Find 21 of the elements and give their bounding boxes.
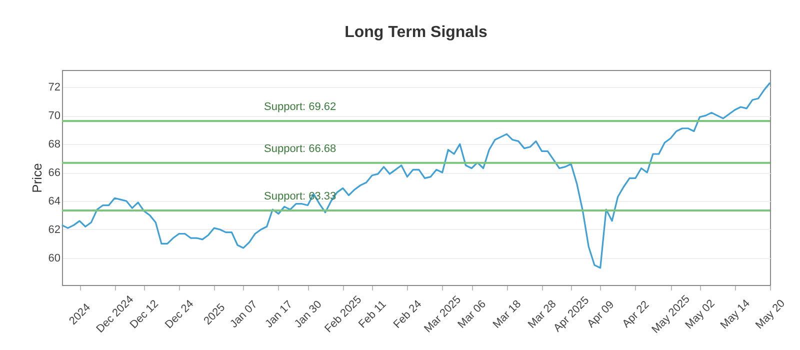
x-tick-label: Apr 22 [620,298,652,330]
x-tick-label: Dec 24 [162,298,196,332]
x-tick-label: May 14 [718,298,752,332]
y-axis-title: Price [29,163,44,193]
x-tick-label: Jan 17 [263,298,295,330]
chart-title: Long Term Signals [344,24,488,41]
x-tick-label: Feb 24 [391,298,424,331]
x-tick-label: Mar 18 [490,298,524,331]
line-series [61,82,771,269]
y-tick-label: 66 [48,167,60,180]
x-tick-label: Jan 30 [292,298,324,330]
x-tick-label: May 20 [754,298,788,332]
y-tick-label: 60 [48,252,60,264]
x-tick-label: Jan 07 [228,298,260,330]
y-tick-label: 62 [48,224,60,236]
ref-line-label: Support: 66.68 [264,142,336,155]
y-tick-label: 70 [48,110,60,122]
y-tick-label: 68 [48,138,60,151]
y-tick-label: 72 [48,82,60,94]
ref-line-label: Support: 69.62 [264,100,336,113]
y-tick-label: 64 [48,195,60,208]
